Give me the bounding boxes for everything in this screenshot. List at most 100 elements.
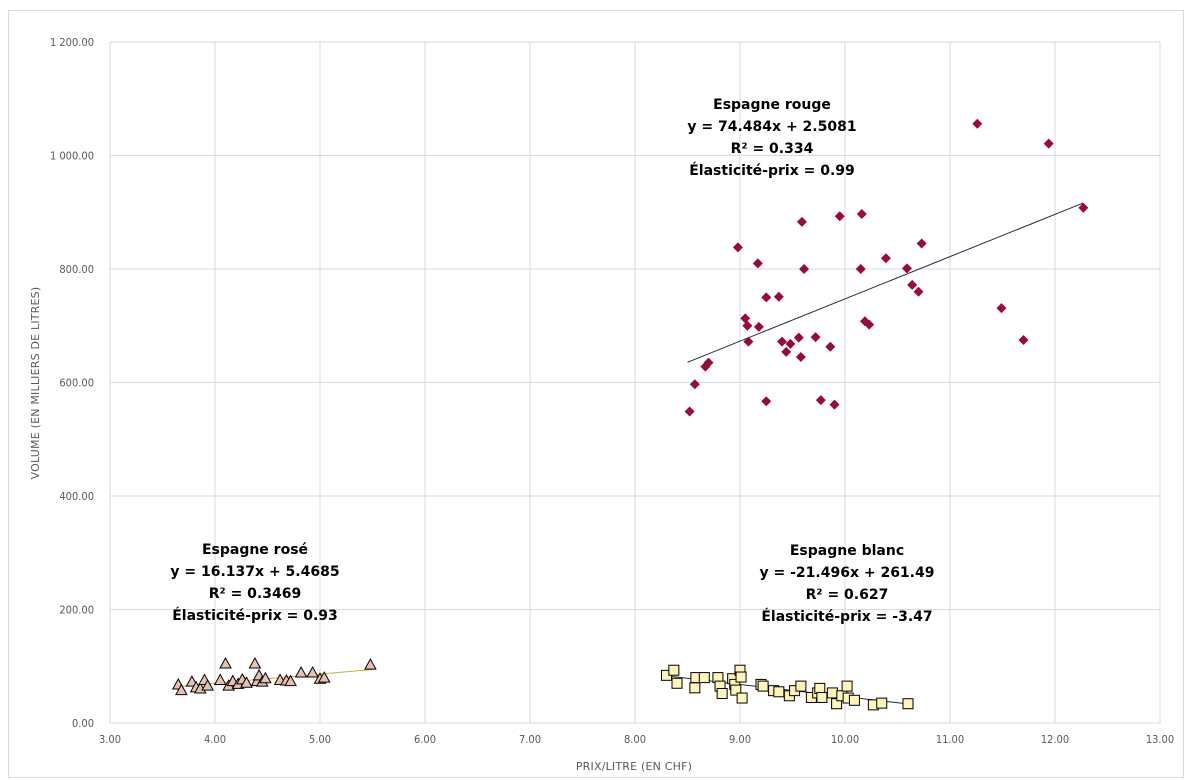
point-rouge [753,321,764,332]
point-blanc [876,697,888,709]
point-blanc [816,691,828,703]
point-rouge [793,332,804,343]
point-blanc [773,686,785,698]
x-tick-label: 8.00 [624,733,646,746]
point-blanc [841,680,853,692]
gridlines [109,41,1161,724]
point-rose [240,676,253,688]
point-rose [175,683,188,696]
x-tick-label: 11.00 [936,733,964,746]
point-rouge [825,341,836,352]
point-rouge [829,399,840,410]
point-blanc [814,682,826,694]
point-blanc [735,671,747,683]
y-axis-ticks: 0.00 200.00 400.00 600.00 800.00 1 000.00 1 20… [50,36,94,730]
x-tick-label: 3.00 [99,733,121,746]
trendline-diamond [687,202,1084,363]
annotation-line: Élasticité-prix = 0.93 [172,607,338,624]
annotation-line: y = 16.137x + 5.4685 [170,564,339,580]
point-rouge [703,357,714,368]
point-rose [317,671,331,683]
point-rouge [880,253,891,264]
x-tick-label: 12.00 [1041,733,1069,746]
annotation-line: y = 74.484x + 2.5081 [687,119,856,135]
point-blanc [795,680,807,692]
annotation-line: y = -21.496x + 261.49 [760,565,935,581]
point-blanc [826,687,838,699]
point-rouge [907,279,918,290]
point-rouge [913,286,924,297]
point-rouge [777,336,787,347]
x-tick-label: 4.00 [204,733,226,746]
point-rose [201,679,214,691]
chart-frame [8,10,1184,778]
trendline-triangle [178,669,373,687]
point-blanc [902,698,914,710]
annotation-line: Espagne rosé [202,542,308,558]
annotations: Espagne rouge y = 74.484x + 2.5081 R² = 0.… [170,97,934,625]
point-blanc [757,680,769,692]
x-tick-label: 9.00 [729,733,751,746]
point-rose [306,666,319,678]
point-rouge [901,263,912,274]
point-blanc [668,664,680,676]
point-rouge [785,338,796,349]
x-tick-label: 6.00 [414,733,436,746]
point-blanc [848,694,860,706]
point-rose [248,656,262,669]
point-rouge [1043,138,1054,149]
x-axis-ticks: 3.00 4.00 5.00 6.00 7.00 8.00 9.00 10.00 11.00 12… [99,733,1174,746]
point-rose [213,673,227,685]
x-tick-label: 7.00 [519,733,541,746]
point-rouge [916,238,927,249]
x-tick-label: 13.00 [1146,733,1174,746]
point-rouge [856,208,867,219]
point-rouge [799,264,810,274]
y-tick-label: 600.00 [59,377,94,390]
point-blanc [689,682,701,694]
point-blanc [736,692,748,704]
point-rouge [810,332,821,343]
point-rouge [773,291,784,302]
point-rouge [742,320,753,331]
y-tick-label: 0.00 [72,717,94,730]
point-blanc [698,672,710,684]
x-tick-label: 5.00 [309,733,331,746]
point-rouge [1018,334,1029,345]
point-rouge [996,303,1007,314]
annotation-line: Espagne blanc [790,543,904,559]
point-rouge [855,264,866,274]
point-rose [219,656,232,669]
point-rouge [752,258,763,269]
trendlines [178,202,1084,705]
point-rouge [834,211,845,222]
data-points [171,118,1089,711]
point-rose [294,666,308,678]
point-blanc [716,687,728,699]
annotation-line: Élasticité-prix = 0.99 [689,162,855,179]
point-rouge [864,319,875,330]
point-rouge [743,336,754,347]
point-rouge [972,118,983,129]
point-rose [259,671,272,684]
annotation-line: Espagne rouge [713,97,831,113]
annotation-line: R² = 0.334 [731,141,814,157]
x-tick-label: 10.00 [831,733,859,746]
point-rouge [684,406,695,417]
y-tick-label: 800.00 [59,263,94,276]
point-blanc [730,684,742,696]
point-blanc [671,677,683,689]
point-rouge [795,351,806,362]
point-rouge [781,346,792,357]
y-tick-label: 1 200.00 [50,36,94,49]
point-rouge [815,395,826,406]
y-axis-title: VOLUME (EN MILLIERS DE LITRES) [29,287,42,480]
y-tick-label: 200.00 [59,604,94,617]
y-tick-label: 400.00 [59,490,94,503]
y-tick-label: 1 000.00 [50,150,94,163]
point-rose [364,658,377,670]
point-rose [284,674,297,687]
point-rouge [1078,202,1089,213]
annotation-line: R² = 0.627 [806,587,889,603]
